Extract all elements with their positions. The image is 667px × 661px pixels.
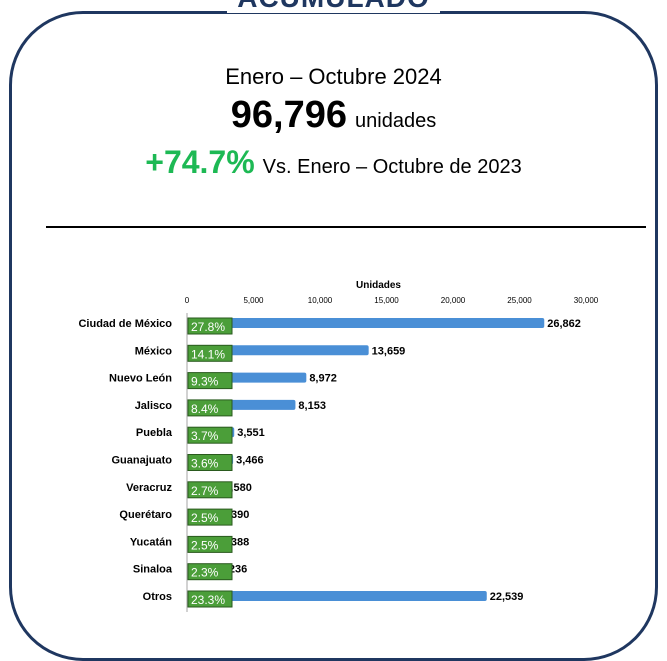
bar [187,318,545,328]
category-label: Nuevo León [109,373,172,385]
summary-card [9,11,658,661]
share-label: 8.4% [191,402,219,416]
units-word: unidades [355,110,437,132]
units-by-state-bar-chart: Unidades 0 5,000 10,000 15,000 20,000 25,000 30… [78,280,599,612]
share-badge [187,535,233,553]
share-label: 23.3% [191,593,225,607]
growth-comparison-text: Vs. Enero – Octubre de 2023 [262,156,522,178]
bar [187,591,487,601]
category-label: Puebla [136,427,173,439]
category-label: Sinaloa [133,564,173,576]
section-title: ACUMULADO [0,0,667,13]
x-tick-label: 10,000 [308,296,333,305]
share-badge [187,508,233,526]
share-label: 9.3% [191,375,219,389]
share-badge [187,344,233,362]
share-label: 14.1% [191,347,225,361]
growth-value: +74.7% [145,144,255,180]
value-label: 8,972 [309,373,337,385]
share-label: 2.3% [191,566,219,580]
divider-line [46,226,646,228]
total-units-value: 96,796 [230,94,348,136]
total-units-line: 96,796 unidades [0,94,667,137]
share-label: 2.5% [191,511,219,525]
share-label: 27.8% [191,320,225,334]
x-tick-label: 20,000 [441,296,466,305]
growth-line: +74.7% Vs. Enero – Octubre de 2023 [0,144,667,181]
value-label: 8,153 [298,400,326,412]
chart-title: Unidades [356,280,401,291]
share-badge [187,563,233,581]
period-label: Enero – Octubre 2024 [225,64,442,89]
share-badge [187,590,233,608]
share-badge [187,426,233,444]
share-badge [187,317,233,335]
category-label: Querétaro [119,509,172,521]
share-label: 2.5% [191,538,219,552]
share-badge [187,372,233,390]
category-label: México [135,345,173,357]
value-label: 3,551 [237,427,265,439]
x-tick-label: 25,000 [507,296,532,305]
x-tick-label: 30,000 [574,296,599,305]
value-label: 3,466 [236,455,264,467]
value-label: 22,539 [490,591,524,603]
value-label: 26,862 [547,318,581,330]
x-tick-label: 0 [185,296,190,305]
value-label: 13,659 [372,345,406,357]
share-badge [187,481,233,499]
category-label: Ciudad de México [78,318,172,330]
x-tick-label: 5,000 [243,296,264,305]
category-label: Guanajuato [111,455,172,467]
share-badge [187,399,233,417]
share-label: 3.6% [191,457,219,471]
share-label: 3.7% [191,429,219,443]
share-badge [187,454,233,471]
category-label: Yucatán [130,536,172,548]
category-label: Jalisco [135,400,173,412]
share-label: 2.7% [191,484,219,498]
category-label: Veracruz [126,482,172,494]
x-tick-label: 15,000 [374,296,399,305]
category-label: Otros [143,591,172,603]
